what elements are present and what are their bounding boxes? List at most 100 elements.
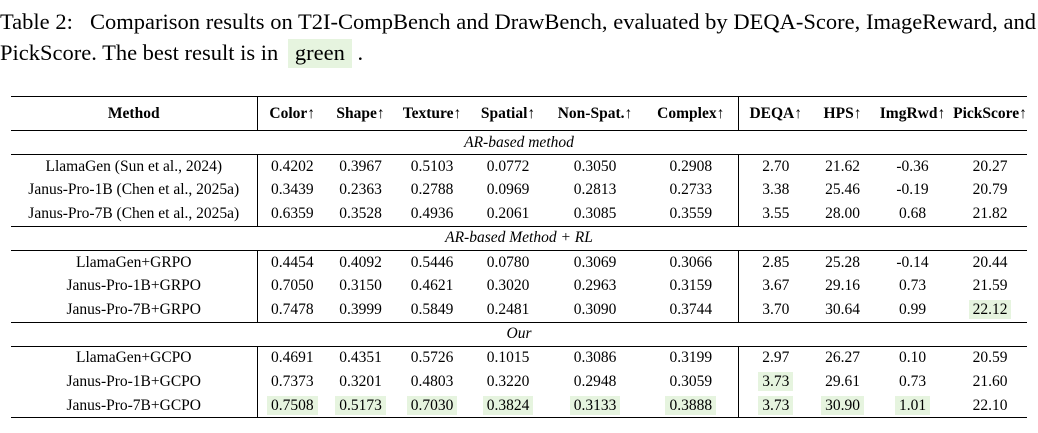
cell-non-spatial: 0.2963 [546, 274, 644, 298]
cell-value: 0.3059 [669, 372, 713, 390]
cell-value: 0.2963 [573, 277, 617, 295]
cell-pickscore: 20.59 [953, 345, 1027, 371]
cell-spatial: 0.2481 [470, 298, 546, 322]
cell-pickscore: 21.59 [953, 274, 1027, 298]
cell-shape: 0.3150 [327, 274, 394, 298]
cell-imgrwd: -0.36 [872, 153, 953, 179]
cell-non-spatial: 0.3085 [546, 202, 644, 226]
cell-value: 0.1015 [486, 349, 530, 367]
cell-pickscore: 20.44 [953, 249, 1027, 275]
cell-non-spatial: 0.3090 [546, 298, 644, 322]
cell-value: 0.4202 [270, 157, 314, 175]
cell-value: 0.3559 [669, 204, 713, 222]
method-cell: Janus-Pro-7B+GRPO [11, 297, 258, 323]
header-spatial: Spatial↑ [470, 96, 546, 131]
cell-value: 0.3220 [486, 372, 530, 390]
table-caption: Table 2: Comparison results on T2I-CompB… [0, 6, 1036, 68]
caption-suffix: . [357, 40, 364, 65]
cell-shape: 0.3528 [327, 202, 394, 226]
method-cell: Janus-Pro-1B+GCPO [11, 370, 258, 394]
cell-value: 21.82 [972, 204, 1008, 222]
cell-pickscore: 21.60 [953, 370, 1027, 394]
cell-value: 0.2061 [486, 204, 530, 222]
cell-value: 21.59 [972, 277, 1008, 295]
cell-color: 0.4202 [257, 153, 327, 179]
table-row: Janus-Pro-1B+GRPO 0.7050 0.3150 0.4621 0.302… [11, 274, 1027, 298]
cell-color: 0.4691 [257, 345, 327, 371]
cell-value: 0.3159 [669, 277, 713, 295]
cell-spatial: 0.3020 [470, 274, 546, 298]
cell-non-spatial: 0.3069 [546, 249, 644, 275]
cell-complex: 0.3199 [644, 345, 739, 371]
cell-value: 0.73 [898, 277, 927, 295]
cell-value: -0.14 [896, 253, 929, 271]
cell-value: 0.4351 [339, 349, 382, 367]
cell-imgrwd: 0.73 [872, 370, 953, 394]
header-method: Method [11, 96, 258, 131]
table-row: Janus-Pro-7B+GRPO 0.7478 0.3999 0.5849 0.248… [11, 297, 1027, 323]
cell-value: 0.5849 [410, 300, 454, 318]
cell-imgrwd: -0.19 [872, 179, 953, 203]
header-non-spatial: Non-Spat.↑ [546, 96, 644, 131]
cell-spatial: 0.0780 [470, 249, 546, 275]
cell-value: 0.7373 [270, 372, 314, 390]
cell-value: 26.27 [825, 349, 860, 367]
cell-complex: 0.3744 [644, 297, 739, 323]
cell-value: 0.5103 [410, 157, 454, 175]
cell-color: 0.7478 [257, 298, 327, 322]
cell-value: 0.5446 [410, 253, 454, 271]
cell-value: 0.6359 [270, 204, 314, 222]
caption-highlight-word: green [287, 39, 352, 68]
cell-value: 0.2788 [410, 181, 454, 199]
cell-hps: 30.90 [813, 393, 872, 419]
cell-value: 0.3528 [339, 204, 382, 222]
cell-imgrwd: 0.10 [872, 345, 953, 371]
cell-value: 0.3069 [573, 253, 617, 271]
cell-value: 30.64 [825, 300, 860, 318]
cell-color: 0.6359 [257, 202, 327, 226]
cell-shape: 0.3999 [327, 298, 394, 322]
method-cell: Janus-Pro-7B (Chen et al., 2025a) [11, 202, 258, 227]
cell-complex: 0.2908 [644, 153, 739, 179]
cell-spatial: 0.1015 [470, 345, 546, 371]
cell-pickscore: 20.27 [953, 153, 1027, 179]
cell-texture: 0.5849 [394, 298, 470, 322]
table-row: Janus-Pro-1B (Chen et al., 2025a) 0.3439 0… [11, 178, 1027, 203]
cell-texture: 0.4621 [394, 274, 470, 298]
cell-value: 0.4454 [270, 253, 314, 271]
cell-value: 0.7050 [270, 277, 314, 295]
method-cell: Janus-Pro-1B+GRPO [11, 274, 258, 298]
cell-value: 0.3967 [339, 157, 382, 175]
header-texture: Texture↑ [394, 96, 470, 131]
cell-shape: 0.3967 [327, 153, 394, 179]
cell-value: 21.60 [972, 372, 1008, 390]
cell-value: 0.3020 [486, 277, 530, 295]
best-value-highlight: 3.73 [758, 371, 794, 391]
cell-texture: 0.5446 [394, 249, 470, 275]
cell-imgrwd: 0.73 [872, 274, 953, 298]
cell-texture: 0.5726 [394, 345, 470, 371]
cell-value: 22.10 [972, 396, 1008, 414]
cell-texture: 0.4803 [394, 370, 470, 394]
cell-imgrwd: 0.68 [872, 202, 953, 226]
cell-pickscore: 20.79 [953, 179, 1027, 203]
cell-deqa: 3.67 [738, 274, 813, 298]
cell-value: 0.4691 [270, 349, 314, 367]
cell-value: 29.16 [825, 277, 860, 295]
cell-value: 0.7478 [270, 300, 314, 318]
cell-deqa: 3.70 [738, 298, 813, 322]
cell-non-spatial: 0.2948 [546, 370, 644, 394]
header-imgrwd: ImgRwd↑ [872, 96, 953, 131]
cell-value: 20.59 [972, 349, 1008, 367]
section-row: AR-based Method + RL [11, 225, 1027, 251]
cell-imgrwd: 1.01 [872, 393, 953, 419]
cell-value: 28.00 [825, 204, 860, 222]
method-cell: LlamaGen+GRPO [11, 249, 258, 275]
cell-complex: 0.3888 [644, 393, 739, 419]
cell-deqa: 3.73 [738, 393, 813, 419]
cell-non-spatial: 0.3050 [546, 153, 644, 179]
header-deqa: DEQA↑ [738, 96, 813, 131]
cell-value: 0.0969 [486, 181, 530, 199]
cell-value: 0.3150 [339, 277, 382, 295]
cell-pickscore: 22.12 [953, 298, 1027, 322]
